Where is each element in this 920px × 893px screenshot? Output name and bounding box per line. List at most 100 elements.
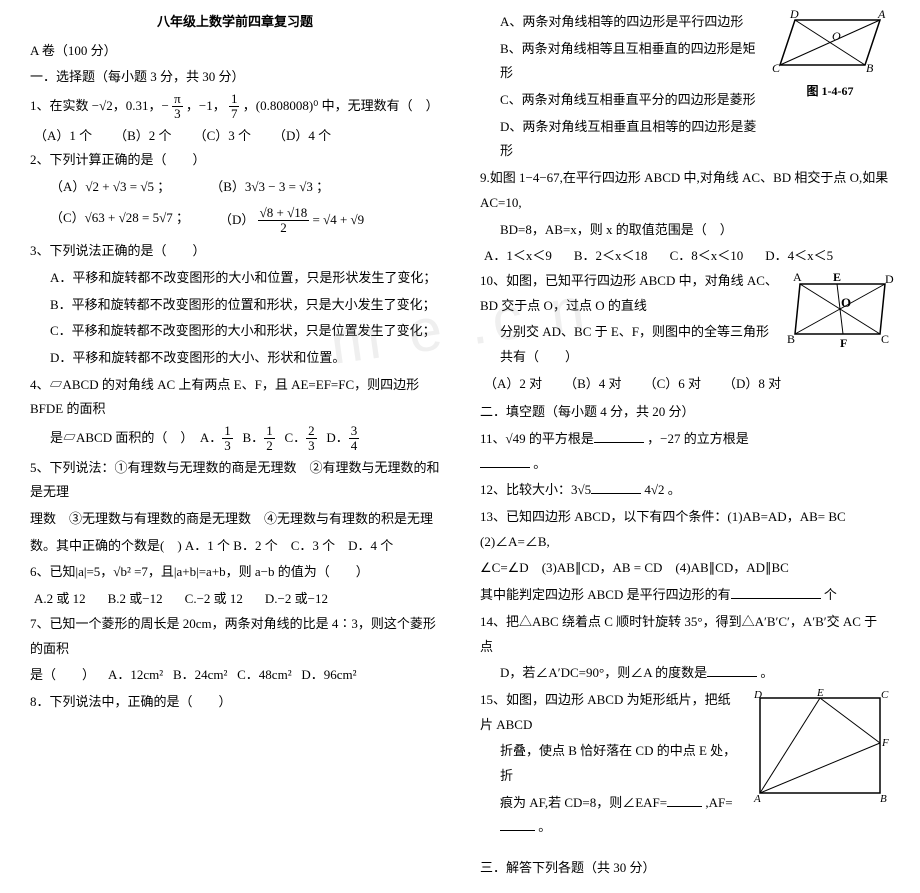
- q5-l2: 理数 ③无理数与有理数的商是无理数 ④无理数与有理数的积是无理: [30, 507, 440, 532]
- q1-one: 1: [229, 92, 240, 107]
- figure-q10: A E D O B F C: [785, 269, 895, 479]
- right-column: A、两条对角线相等的四边形是平行四边形 B、两条对角线相等且互相垂直的四边形是矩…: [480, 10, 890, 883]
- q1-opt-b: （B）2 个: [114, 124, 171, 149]
- q15-l1: 15、如图，四边形 ABCD 为矩形纸片，把纸片 ABCD: [480, 688, 742, 737]
- q1-text-b: ，−1，: [186, 98, 226, 113]
- q8-b: B、两条对角线相等且互相垂直的四边形是矩形: [480, 37, 762, 86]
- q2-stem: 2、下列计算正确的是（ ）: [30, 148, 440, 173]
- rectangle-fold-icon: D E C F A B: [750, 688, 890, 808]
- q3-opt-a: A．平移和旋转都不改变图形的大小和位置，只是形状发生了变化；: [30, 266, 440, 291]
- section-iii: 三．解答下列各题（共 30 分）: [480, 856, 742, 881]
- label-f: F: [840, 336, 847, 350]
- q1-opt-c: （C）3 个: [194, 124, 251, 149]
- figure-1-4-67: D A O C B 图 1-4-67: [770, 10, 890, 166]
- blank: [591, 481, 641, 494]
- q11-c: 。: [533, 456, 546, 471]
- q6-d: D.−2 或−12: [265, 587, 328, 612]
- q13-l1: 13、已知四边形 ABCD，以下有四个条件：(1)AB=AD，AB= BC (2…: [480, 505, 890, 554]
- label-a: A: [877, 10, 886, 21]
- q4-stem1: 4、▱ABCD 的对角线 AC 上有两点 E、F，且 AE=EF=FC，则四边形…: [30, 373, 440, 422]
- parallelogram-ef-icon: A E D O B F C: [785, 269, 895, 354]
- q8-c: C、两条对角线互相垂直平分的四边形是菱形: [480, 88, 762, 113]
- q4-a: A．: [200, 430, 222, 445]
- q10-c: （C）6 对: [644, 372, 701, 397]
- q1-text-c: ，(0.808008)⁰ 中，无理数有（ ）: [243, 98, 439, 113]
- q4-c1: 2: [306, 424, 317, 439]
- q6-a: A.2 或 12: [34, 587, 86, 612]
- label-d: D: [789, 10, 799, 21]
- label-o: O: [841, 295, 851, 310]
- q9-options: A．1＜x＜9 B．2＜x＜18 C．8＜x＜10 D．4＜x＜5: [480, 244, 890, 269]
- q13-l3: 其中能判定四边形 ABCD 是平行四边形的有 个: [480, 583, 890, 608]
- q9-l1: 9.如图 1−4−67,在平行四边形 ABCD 中,对角线 AC、BD 相交于点…: [480, 166, 890, 215]
- q11-a: 11、√49 的平方根是: [480, 431, 594, 446]
- q10-l2: 分别交 AD、BC 于 E、F，则图中的全等三角形共有（ ）: [480, 320, 781, 369]
- q8-stem: 8．下列说法中，正确的是（ ）: [30, 690, 440, 715]
- blank: [480, 455, 530, 468]
- q15-l2: 折叠，使点 B 恰好落在 CD 的中点 E 处，折: [480, 739, 742, 788]
- q6-b: B.2 或−12: [108, 587, 163, 612]
- q5-l3: 数。其中正确的个数是( ) A．1 个 B．2 个 C．3 个 D．4 个: [30, 534, 440, 559]
- q13-l3b: 个: [824, 587, 837, 602]
- blank: [594, 430, 644, 443]
- q7-stem: 7、已知一个菱形的周长是 20cm，两条对角线的比是 4∶3，则这个菱形的面积: [30, 612, 440, 661]
- q2-cd: （C）√63 + √28 = 5√7 ； （D） √8 + √182 = √4 …: [30, 206, 440, 236]
- left-column: 八年级上数学前四章复习题 A 卷（100 分） 一．选择题（每小题 3 分，共 …: [30, 10, 440, 883]
- q8-a: A、两条对角线相等的四边形是平行四边形: [480, 10, 762, 35]
- blank: [707, 664, 757, 677]
- label-b: B: [787, 332, 795, 346]
- q14-l1: 14、把△ABC 绕着点 C 顺时针旋转 35°，得到△A′B′C′，A′B′交…: [480, 610, 890, 659]
- q15-l3: 痕为 AF,若 CD=8，则∠EAF= ,AF= 。: [480, 791, 742, 840]
- q9-a: A．1＜x＜9: [484, 244, 552, 269]
- q6-options: A.2 或 12 B.2 或−12 C.−2 或 12 D.−2 或−12: [30, 587, 440, 612]
- q2-ab: （A）√2 + √3 = √5 ； （B）3√3 − 3 = √3 ；: [30, 175, 440, 200]
- q11-b: ，−27 的立方根是: [647, 431, 749, 446]
- label-a: A: [753, 793, 761, 805]
- q4-stem2-row: 是▱ABCD 面积的（ ） A．13 B．12 C．23 D．34: [30, 424, 440, 454]
- q9-c: C．8＜x＜10: [670, 244, 744, 269]
- q4-b1: 1: [264, 424, 275, 439]
- q3-stem: 3、下列说法正确的是（ ）: [30, 239, 440, 264]
- q4-d1: 3: [349, 424, 360, 439]
- q2-opt-b: （B）3√3 − 3 = √3 ；: [210, 175, 329, 200]
- label-b: B: [866, 61, 874, 75]
- q6-c: C.−2 或 12: [185, 587, 243, 612]
- q4-a1: 1: [222, 424, 233, 439]
- q7-c: C．48cm²: [237, 667, 291, 682]
- q2-opt-a: （A）√2 + √3 = √5 ；: [50, 175, 170, 200]
- q4-a2: 3: [222, 439, 233, 453]
- q2-d-eq: = √4 + √9: [313, 212, 365, 227]
- q3-opt-c: C．平移和旋转都不改变图形的大小和形状，只是位置发生了变化；: [30, 319, 440, 344]
- q4-d: D．: [326, 430, 348, 445]
- q1-stem: 1、在实数 −√2，0.31，− π3 ，−1， 17 ，(0.808008)⁰…: [30, 92, 440, 122]
- label-d: D: [885, 272, 894, 286]
- q4-b: B．: [243, 430, 265, 445]
- q2-d-num: √8 + √18: [258, 206, 310, 221]
- q1-options: （A）1 个 （B）2 个 （C）3 个 （D）4 个: [30, 124, 440, 149]
- figure-label: 图 1-4-67: [770, 80, 890, 103]
- q13-l3a: 其中能判定四边形 ABCD 是平行四边形的有: [480, 587, 731, 602]
- q1-pi: π: [172, 92, 183, 107]
- q2-opt-d: （D） √8 + √182 = √4 + √9: [219, 206, 364, 236]
- label-c: C: [772, 61, 781, 75]
- parallelogram-diagram-icon: D A O C B: [770, 10, 890, 80]
- q9-l2: BD=8，AB=x，则 x 的取值范围是（ ）: [480, 218, 890, 243]
- q2-d-pre: （D）: [219, 212, 254, 227]
- paper-a-header: A 卷（100 分）: [30, 39, 440, 64]
- doc-title: 八年级上数学前四章复习题: [30, 10, 440, 35]
- label-o: O: [832, 29, 841, 43]
- label-e: E: [833, 270, 841, 284]
- q15-l3c: 。: [538, 819, 551, 834]
- section-i: 一．选择题（每小题 3 分，共 30 分）: [30, 65, 440, 90]
- label-c: C: [881, 689, 889, 701]
- q4-c: C．: [284, 430, 306, 445]
- label-c: C: [881, 332, 889, 346]
- q1-opt-d: （D）4 个: [273, 124, 331, 149]
- q3-opt-d: D．平移和旋转都不改变图形的大小、形状和位置。: [30, 346, 440, 371]
- q1-three: 3: [172, 107, 183, 121]
- q7-l2row: 是（ ） A．12cm² B．24cm² C．48cm² D．96cm²: [30, 663, 440, 688]
- q14-l2a: D，若∠A′DC=90°，则∠A 的度数是: [500, 665, 707, 680]
- label-b: B: [880, 793, 887, 805]
- q12: 12、比较大小：3√5 4√2 。: [480, 478, 890, 503]
- q9-d: D．4＜x＜5: [765, 244, 833, 269]
